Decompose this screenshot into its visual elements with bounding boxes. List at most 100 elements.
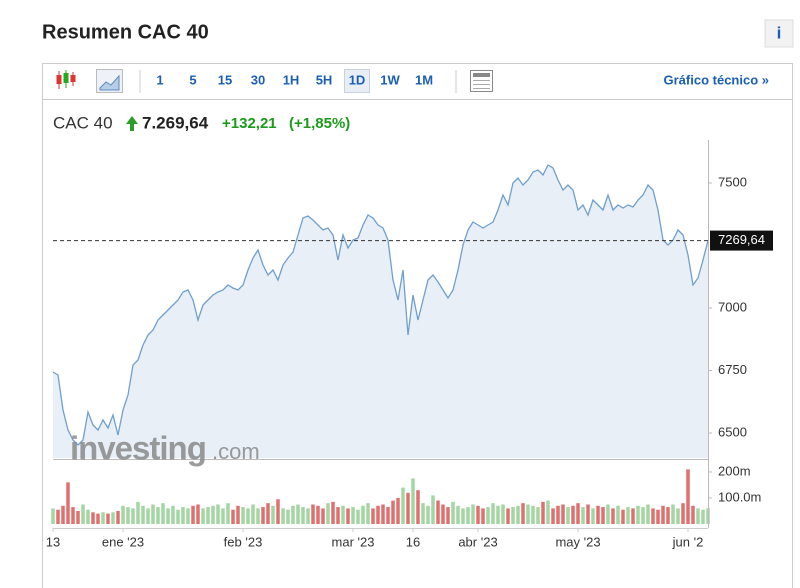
- x-tick-label: abr '23: [458, 534, 497, 549]
- volume-bar: [196, 504, 200, 524]
- volume-bar: [501, 504, 505, 524]
- interval-active[interactable]: [344, 69, 370, 93]
- volume-bar: [696, 508, 700, 524]
- volume-bar: [206, 507, 210, 524]
- candle-icon[interactable]: [56, 70, 76, 89]
- volume-bar: [551, 508, 555, 524]
- plot: 6500 6750 7000 7500 7269,64 200m 100.0m 13 ene '…: [46, 140, 773, 549]
- volume-bar: [226, 503, 230, 524]
- volume-bar: [511, 507, 515, 524]
- volume-bar: [316, 505, 320, 524]
- volume-bar: [371, 508, 375, 524]
- volume-bar: [516, 505, 520, 524]
- volume-bar: [101, 512, 105, 524]
- volume-bar: [191, 505, 195, 524]
- volume-bar: [571, 505, 575, 524]
- volume-bar: [426, 505, 430, 524]
- volume-bar: [236, 505, 240, 524]
- volume-bar: [581, 507, 585, 524]
- volume-bar: [136, 501, 140, 524]
- volume-bar: [591, 508, 595, 524]
- volume-bar: [636, 505, 640, 524]
- volume-bar: [621, 509, 625, 524]
- y-tick-label: 6500: [718, 424, 747, 439]
- volume-bar: [246, 508, 250, 524]
- table-icon[interactable]: [470, 70, 493, 92]
- toolbar: [42, 63, 793, 100]
- volume-bar: [81, 504, 85, 524]
- volume-bar: [61, 505, 65, 524]
- volume-bar: [616, 505, 620, 524]
- volume-bar: [486, 507, 490, 524]
- volume-bar: [56, 509, 60, 524]
- volume-bar: [416, 490, 420, 524]
- current-price-box: [710, 230, 773, 251]
- quote-name: CAC 40: [53, 113, 113, 132]
- interval-button[interactable]: 30: [251, 72, 265, 87]
- volume-bar: [331, 501, 335, 524]
- volume-bar: [546, 500, 550, 524]
- volume-bar: [456, 505, 460, 524]
- volume-bar: [631, 508, 635, 524]
- volume-bar: [336, 507, 340, 524]
- volume-bar: [126, 507, 130, 524]
- technical-chart-link[interactable]: Gráfico técnico »: [664, 72, 769, 87]
- volume-bar: [286, 509, 290, 524]
- volume-bar: [71, 507, 75, 524]
- info-button[interactable]: [764, 19, 794, 48]
- x-tick-label: 16: [406, 534, 420, 549]
- volume-bar: [576, 503, 580, 524]
- volume-bar: [121, 505, 125, 524]
- volume-bar: [446, 507, 450, 524]
- interval-button[interactable]: 1M: [415, 72, 433, 87]
- volume-bar: [491, 503, 495, 524]
- volume-bar: [96, 513, 100, 524]
- price-line: [52, 164, 709, 446]
- volume-bar: [281, 508, 285, 524]
- volume-bar: [176, 509, 180, 524]
- volume-bar: [476, 505, 480, 524]
- volume-bar: [256, 508, 260, 524]
- interval-button[interactable]: 5H: [316, 72, 333, 87]
- interval-button[interactable]: 15: [218, 72, 232, 87]
- volume-bar: [131, 508, 135, 524]
- interval-button[interactable]: 1: [156, 72, 163, 87]
- volume-bar: [666, 507, 670, 524]
- interval-button[interactable]: 5: [189, 72, 196, 87]
- volume-bar: [361, 505, 365, 524]
- watermark-suffix: .com: [212, 439, 260, 464]
- y-tick-label: 6750: [718, 362, 747, 377]
- volume-bar: [306, 508, 310, 524]
- volume-bar: [76, 510, 80, 524]
- info-icon[interactable]: i: [777, 23, 782, 42]
- volume-bar: [91, 512, 95, 524]
- volume-bar: [201, 508, 205, 524]
- volume-bar: [311, 504, 315, 524]
- quote-price: 7.269,64: [142, 113, 209, 132]
- volume-bar: [411, 478, 415, 524]
- volume-bar: [661, 505, 665, 524]
- volume-bar: [211, 505, 215, 524]
- x-tick-label: mar '23: [332, 534, 375, 549]
- interval-button[interactable]: 1W: [380, 72, 400, 87]
- area-icon-shape: [99, 74, 120, 91]
- volume-bar: [106, 513, 110, 524]
- volume-bar: [271, 505, 275, 524]
- volume-bar: [586, 504, 590, 524]
- volume-bar: [646, 504, 650, 524]
- up-arrow: [126, 116, 138, 131]
- volume-bar: [186, 508, 190, 524]
- price-area: [53, 165, 708, 458]
- current-price-label: 7269,64: [718, 232, 765, 247]
- interval-button[interactable]: 1H: [283, 72, 300, 87]
- volume-bar: [66, 482, 70, 524]
- volume-bar: [691, 505, 695, 524]
- volume-bar: [471, 504, 475, 524]
- volume-bar: [111, 512, 115, 524]
- y-tick-label: 7500: [718, 174, 747, 189]
- volume-bar: [51, 508, 55, 524]
- volume-bar: [396, 497, 400, 524]
- interval-button[interactable]: 1D: [349, 72, 366, 87]
- volume-bar: [536, 507, 540, 524]
